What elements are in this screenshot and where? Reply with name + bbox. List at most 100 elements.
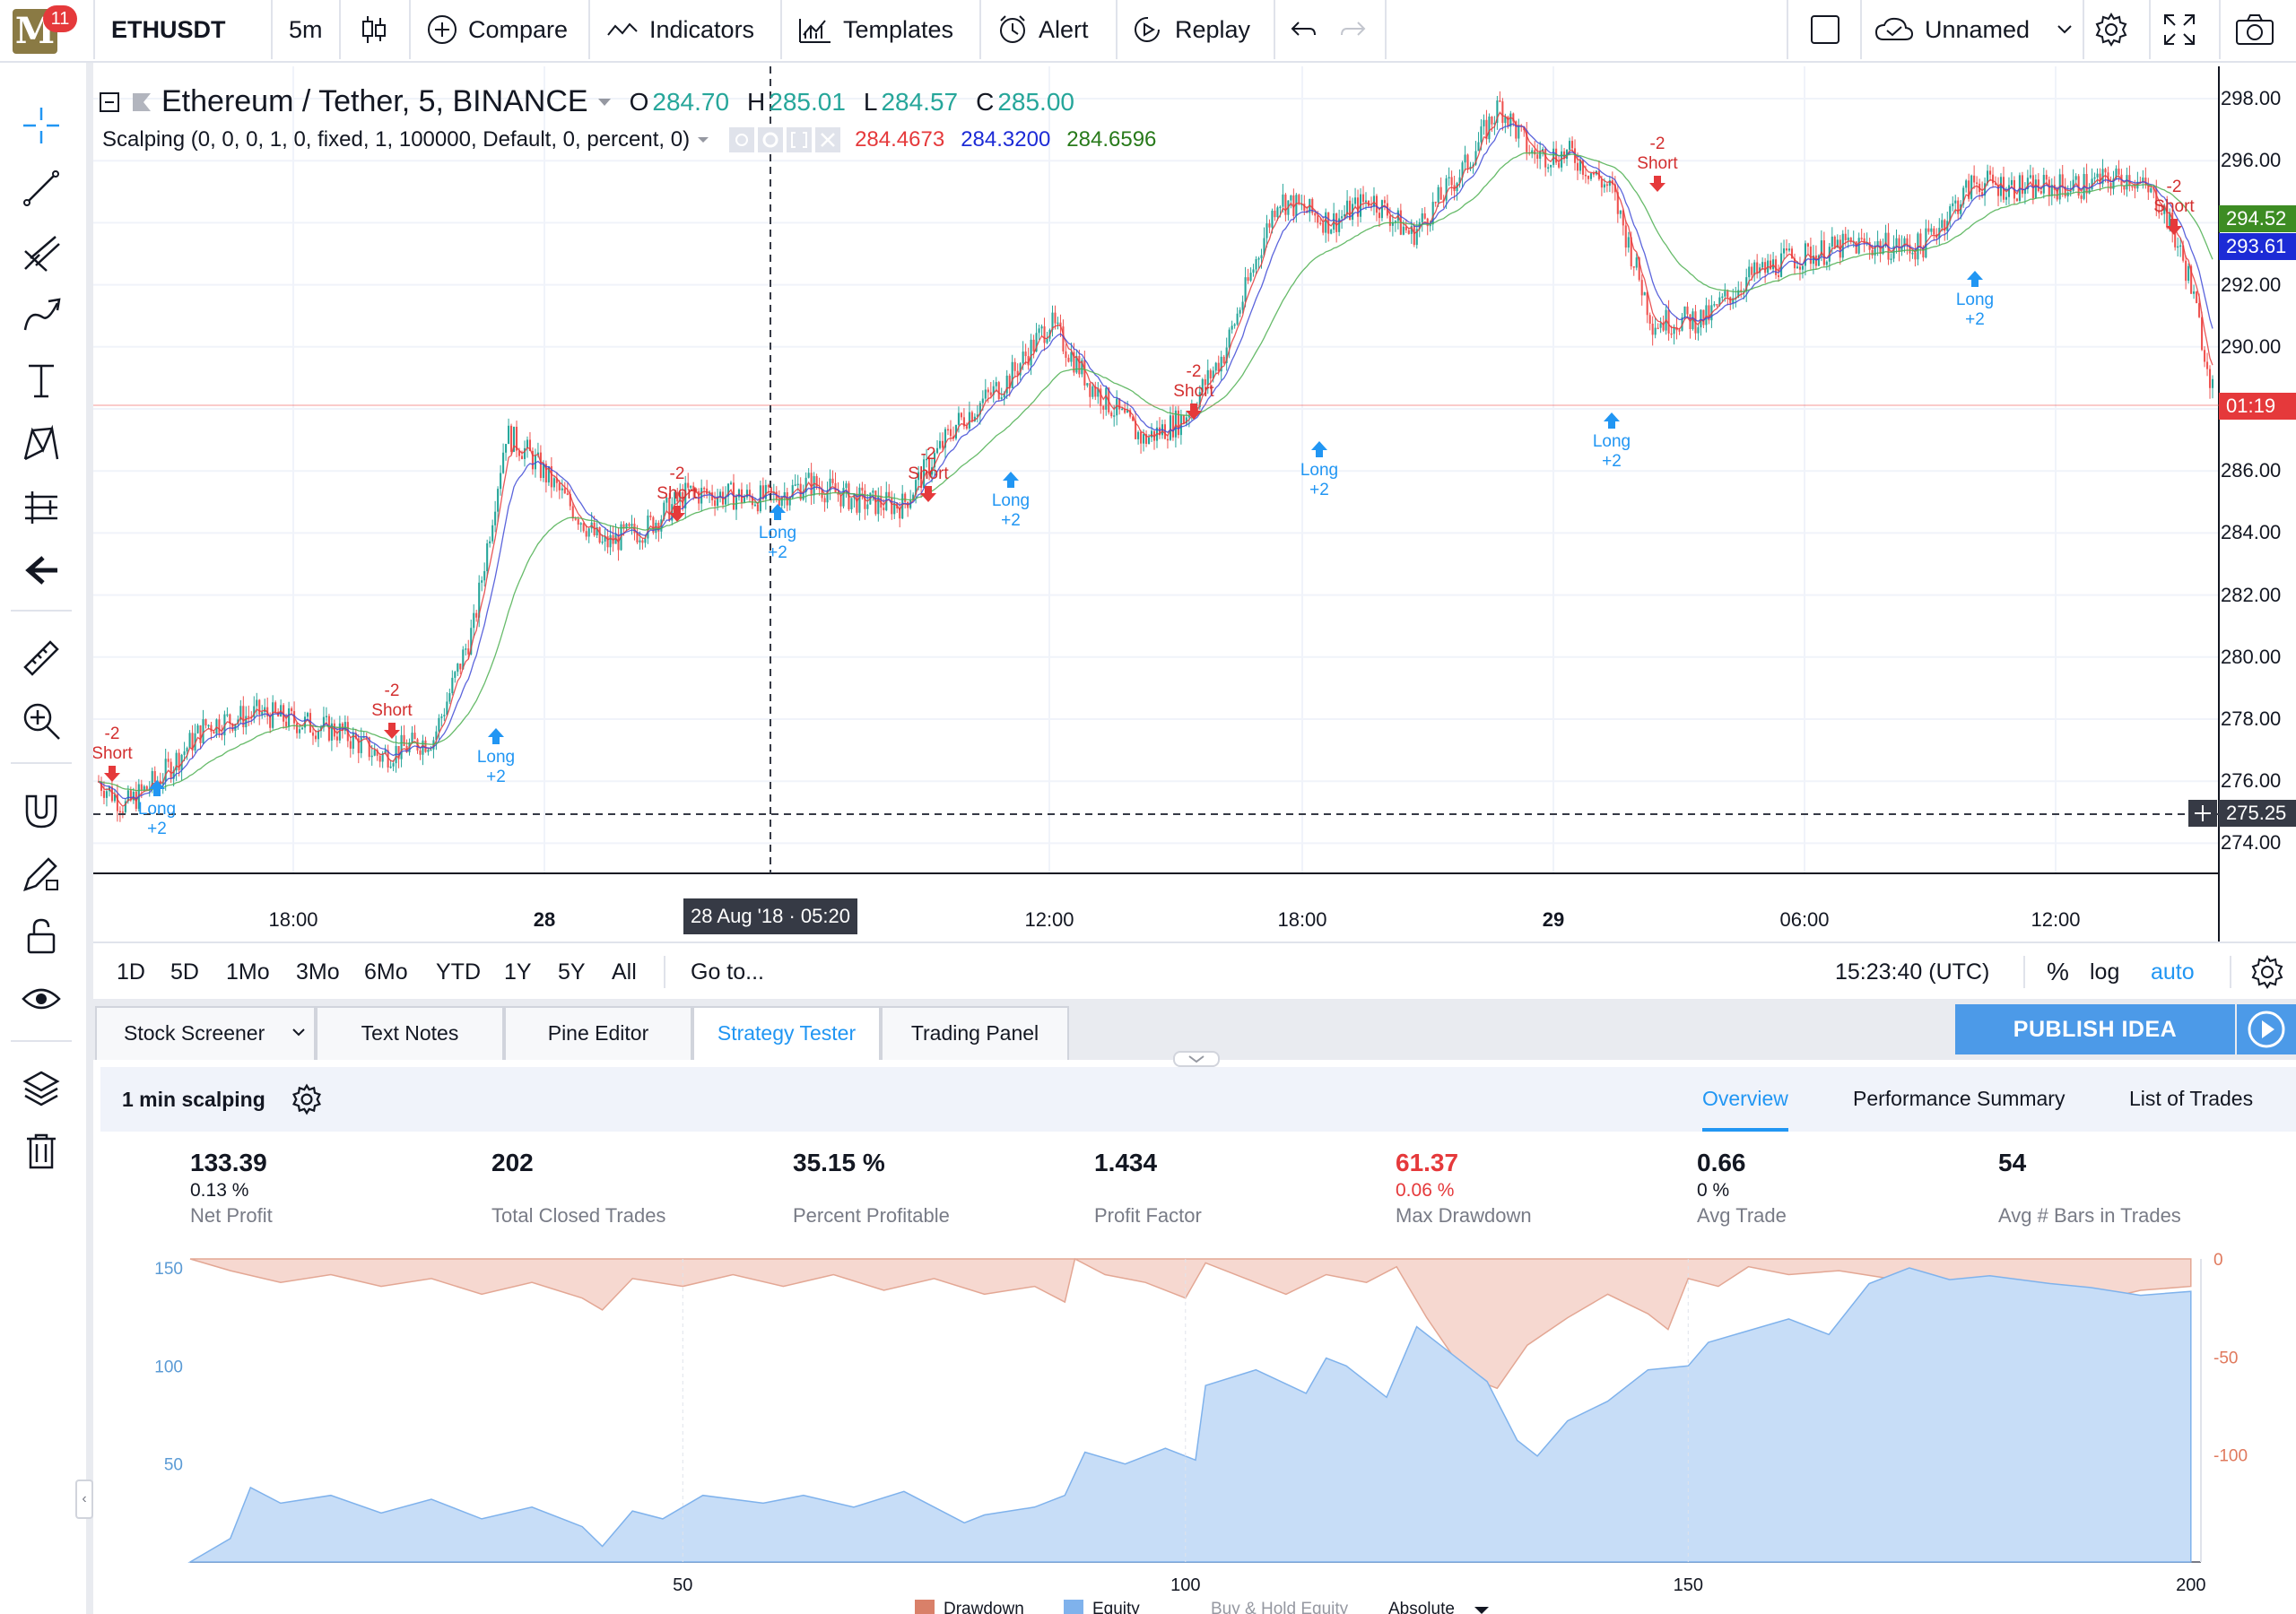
range-button-1y[interactable]: 1Y [504, 959, 532, 985]
fullscreen-button[interactable] [2163, 0, 2196, 59]
chevron-down-icon[interactable] [697, 136, 709, 143]
pitchfork-tool[interactable] [16, 228, 66, 278]
candle-body [1255, 259, 1257, 270]
equity-drawdown-chart[interactable]: 150 100 50 0 -50 -100 50 100 150 200 Drawdown Equit… [93, 1246, 2296, 1614]
candle-body [1822, 240, 1825, 265]
symbol-search[interactable]: ETHUSDT [111, 0, 226, 59]
zoom-tool[interactable] [16, 696, 66, 746]
study-title[interactable]: Scalping (0, 0, 0, 1, 0, fixed, 1, 10000… [102, 127, 691, 152]
candle-body [780, 498, 783, 507]
stat-sub-value: 0 % [1697, 1180, 1730, 1201]
publish-video-button[interactable] [2237, 1004, 2296, 1054]
brush-tool[interactable] [16, 291, 66, 341]
fullscreen-layout-button[interactable] [1810, 0, 1840, 59]
panel-resize-handle[interactable] [1173, 1051, 1220, 1067]
percent-scale-toggle[interactable]: % [2047, 958, 2069, 985]
tab-pine-editor[interactable]: Pine Editor [504, 1006, 692, 1060]
candle-body [1000, 397, 1003, 399]
prediction-tool[interactable] [16, 482, 66, 533]
publish-idea-button[interactable]: PUBLISH IDEA [1955, 1004, 2235, 1054]
snapshot-button[interactable] [2235, 0, 2274, 59]
tab-overview[interactable]: Overview [1702, 1067, 1788, 1132]
candle-body [465, 648, 467, 650]
tab-performance-summary[interactable]: Performance Summary [1853, 1087, 2066, 1110]
alert-button[interactable]: Alert [997, 0, 1089, 59]
measure-tool[interactable] [16, 633, 66, 683]
range-button-6mo[interactable]: 6Mo [364, 959, 408, 985]
templates-button[interactable]: Templates [798, 0, 953, 59]
drawing-toolbar [0, 63, 83, 1614]
text-tool[interactable] [16, 355, 66, 405]
range-button-1mo[interactable]: 1Mo [226, 959, 270, 985]
undo-button[interactable] [1290, 0, 1317, 59]
crosshair-tool[interactable] [16, 100, 66, 151]
candle-body [2109, 183, 2112, 189]
tab-stock-screener[interactable]: Stock Screener [95, 1006, 316, 1060]
candle-body [338, 723, 341, 741]
pattern-tool[interactable] [16, 418, 66, 468]
study-remove-icon[interactable] [815, 127, 841, 152]
strategy-name[interactable]: 1 min scalping [122, 1088, 265, 1111]
price-chart[interactable]: -2 Short -2 Short -2 Short -2 Short -2 Short -2 Sho… [93, 66, 2296, 941]
candle-body [1317, 215, 1319, 223]
candle-body [709, 492, 711, 494]
range-button-3mo[interactable]: 3Mo [296, 959, 340, 985]
chart-canvas[interactable]: -2Short-2Short-2Short-2Short-2Short-2Sho… [93, 66, 2296, 941]
goto-button[interactable]: Go to... [691, 959, 764, 985]
candle-body [344, 722, 346, 732]
candle-body [105, 791, 109, 798]
add-alert-plus-icon[interactable] [2188, 800, 2217, 827]
collapse-legend-icon[interactable] [99, 91, 120, 113]
object-tree-tool[interactable] [16, 1063, 66, 1114]
symbol-title[interactable]: Ethereum / Tether, 5, BINANCE [161, 84, 588, 118]
chart-style-button[interactable] [361, 0, 387, 59]
gear-icon[interactable] [2249, 954, 2285, 990]
candle-body [1265, 223, 1268, 239]
range-button-1d[interactable]: 1D [117, 959, 145, 985]
tab-trading-panel[interactable]: Trading Panel [881, 1006, 1069, 1060]
tab-text-notes[interactable]: Text Notes [316, 1006, 504, 1060]
range-button-all[interactable]: All [612, 959, 637, 985]
study-settings-icon[interactable] [758, 127, 784, 152]
candle-body [210, 725, 213, 732]
remove-drawings-tool[interactable] [16, 1126, 66, 1176]
compare-button[interactable]: Compare [427, 0, 568, 59]
candle-body [1100, 388, 1102, 406]
interval-button[interactable]: 5m [289, 15, 323, 43]
candle-body [1801, 265, 1804, 270]
notification-badge[interactable]: 11 [43, 5, 77, 32]
range-button-5y[interactable]: 5Y [558, 959, 586, 985]
ruler-icon [22, 638, 61, 678]
candle-body [1627, 237, 1630, 248]
magnet-tool[interactable] [16, 785, 66, 836]
candle-body [1622, 210, 1624, 226]
candle-body [1871, 249, 1874, 256]
strategy-settings-gear-icon[interactable] [291, 1083, 323, 1115]
utc-clock[interactable]: 15:23:40 (UTC) [1835, 959, 1990, 985]
auto-scale-toggle[interactable]: auto [2151, 959, 2195, 985]
settings-button[interactable] [2093, 0, 2129, 59]
candle-body [164, 759, 167, 782]
range-button-5d[interactable]: 5D [170, 959, 199, 985]
hide-drawings-tool[interactable] [16, 974, 66, 1024]
lock-drawings-tool[interactable] [16, 911, 66, 961]
redo-button[interactable] [1340, 0, 1367, 59]
range-button-ytd[interactable]: YTD [436, 959, 481, 985]
tab-list-of-trades[interactable]: List of Trades [2129, 1087, 2254, 1110]
study-visibility-icon[interactable] [729, 127, 755, 152]
indicator-wave-icon [606, 21, 639, 39]
candle-body [403, 734, 405, 746]
flag-icon[interactable] [131, 91, 152, 113]
replay-button[interactable]: Replay [1132, 0, 1250, 59]
layout-menu-button[interactable]: Unnamed [1874, 0, 2073, 59]
chevron-down-icon[interactable] [597, 98, 612, 107]
indicators-button[interactable]: Indicators [606, 0, 754, 59]
stat-item: 35.15 % Percent Profitable [793, 1148, 950, 1228]
back-tool[interactable] [16, 545, 66, 595]
trend-line-tool[interactable] [16, 163, 66, 213]
stay-in-drawing-tool[interactable] [16, 848, 66, 898]
study-source-icon[interactable] [787, 127, 813, 152]
collapse-panel-button[interactable]: ‹ [75, 1480, 93, 1519]
log-scale-toggle[interactable]: log [2090, 959, 2120, 985]
tab-strategy-tester[interactable]: Strategy Tester [692, 1006, 881, 1060]
